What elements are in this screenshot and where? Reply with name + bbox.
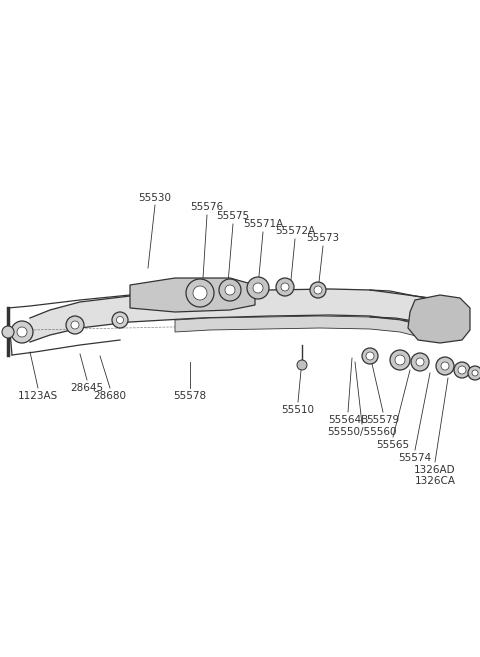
Text: 55550/55560: 55550/55560 [327, 427, 397, 437]
Circle shape [362, 348, 378, 364]
Circle shape [395, 355, 405, 365]
Circle shape [112, 312, 128, 328]
Circle shape [225, 285, 235, 295]
Text: 55575: 55575 [216, 211, 250, 221]
Circle shape [117, 317, 123, 323]
Text: 55576: 55576 [191, 202, 224, 212]
Circle shape [281, 283, 289, 291]
Text: 55578: 55578 [173, 391, 206, 401]
Text: 55572A: 55572A [275, 226, 315, 236]
Circle shape [458, 366, 466, 374]
Text: 28645: 28645 [71, 383, 104, 393]
Circle shape [66, 316, 84, 334]
Circle shape [219, 279, 241, 301]
Circle shape [71, 321, 79, 329]
Text: 55579: 55579 [366, 415, 399, 425]
Circle shape [310, 282, 326, 298]
Text: 55530: 55530 [139, 193, 171, 203]
Polygon shape [175, 316, 420, 337]
Text: 28680: 28680 [94, 391, 127, 401]
Circle shape [411, 353, 429, 371]
Circle shape [11, 321, 33, 343]
Text: 55574: 55574 [398, 453, 432, 463]
Circle shape [366, 352, 374, 360]
Circle shape [247, 277, 269, 299]
Circle shape [441, 362, 449, 370]
Polygon shape [130, 278, 255, 312]
Text: 1326CA: 1326CA [415, 476, 456, 486]
Circle shape [390, 350, 410, 370]
Text: 55573: 55573 [306, 233, 339, 243]
Polygon shape [420, 315, 445, 342]
Polygon shape [30, 289, 455, 342]
Circle shape [468, 366, 480, 380]
Polygon shape [408, 295, 470, 343]
Circle shape [253, 283, 263, 293]
Circle shape [276, 278, 294, 296]
Text: 1326AD: 1326AD [414, 465, 456, 475]
Text: 55564B: 55564B [328, 415, 368, 425]
Circle shape [436, 357, 454, 375]
Text: 1123AS: 1123AS [18, 391, 58, 401]
Circle shape [2, 326, 14, 338]
Circle shape [186, 279, 214, 307]
Circle shape [454, 362, 470, 378]
Circle shape [314, 286, 322, 294]
Text: 55565: 55565 [376, 440, 409, 450]
Circle shape [17, 327, 27, 337]
Circle shape [297, 360, 307, 370]
Text: 55510: 55510 [281, 405, 314, 415]
Text: 55571A: 55571A [243, 219, 283, 229]
Circle shape [416, 358, 424, 366]
Circle shape [193, 286, 207, 300]
Circle shape [472, 370, 478, 376]
